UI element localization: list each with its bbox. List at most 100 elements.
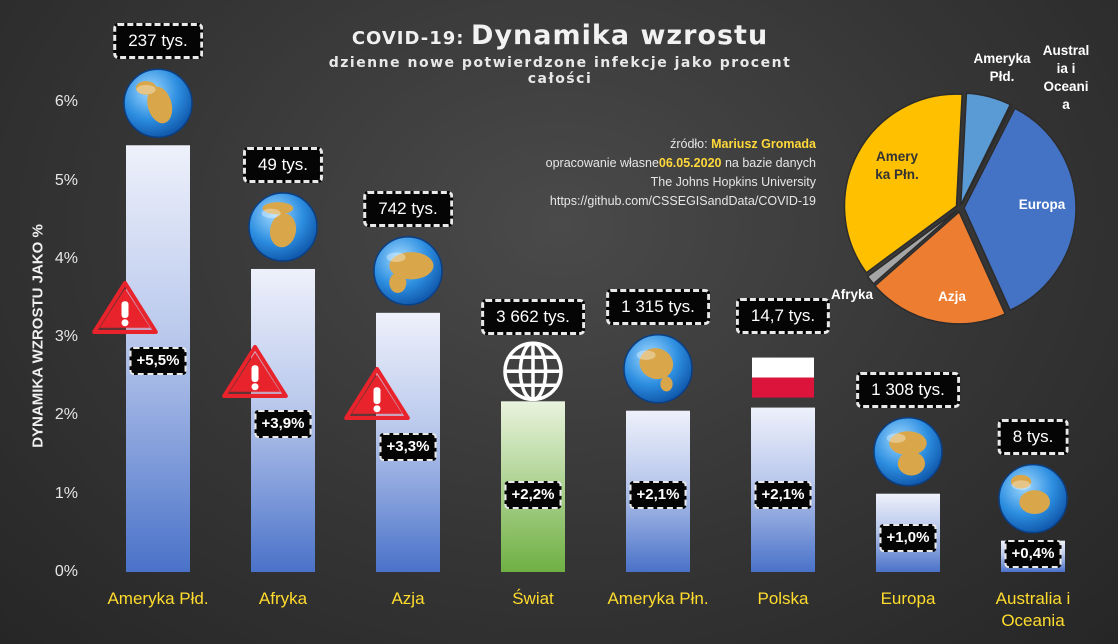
source-note: źródło: Mariusz Gromada opracowanie włas… (546, 135, 816, 211)
pie-label: Ameryka Płd. (962, 50, 1042, 86)
globe-outline (873, 416, 943, 487)
value-label: +0,4% (1004, 540, 1062, 568)
chart-title: COVID-19: Dynamika wzrostu dzienne nowe … (300, 20, 820, 87)
pie-slice-2 (963, 107, 1077, 312)
y-tick-label: 6% (54, 93, 78, 111)
y-tick-label: 1% (54, 484, 78, 502)
total-cases-label: 49 tys. (242, 146, 324, 183)
pie-label-line: Azja (938, 289, 966, 304)
source-text-before: opracowanie własne (545, 156, 659, 170)
pie-label-line: a (1062, 97, 1070, 112)
value-label: +5,5% (129, 347, 187, 375)
warning-mark (373, 387, 381, 404)
globe-highlight (386, 252, 406, 262)
source-url: https://github.com/CSSEGISandData/COVID-… (549, 194, 816, 208)
pie-label: Azja (922, 288, 982, 306)
globe-land (1010, 474, 1032, 489)
pie-label-line: Oceani (1043, 79, 1089, 94)
total-cases-label: 14,7 tys. (735, 297, 831, 334)
source-date: 06.05.2020 (658, 156, 722, 170)
category-label: Europa (828, 588, 988, 610)
y-tick-label: 4% (54, 249, 78, 267)
y-tick-label: 3% (54, 328, 78, 346)
category-label: Ameryka Płd. (78, 588, 238, 610)
globe-land (389, 252, 434, 280)
chart-subtitle: dzienne nowe potwierdzone infekcje jako … (328, 55, 792, 87)
y-tick-label: 0% (54, 563, 78, 580)
globe-land (889, 431, 927, 456)
value-label: +2,2% (504, 481, 562, 509)
category-label: Azja (328, 588, 488, 610)
globe-highlight (136, 84, 156, 95)
category-label: Australia i Oceania (953, 588, 1113, 632)
globe-highlight (636, 350, 656, 360)
globe-outline (623, 333, 693, 404)
warning-dot (373, 405, 381, 413)
pie-label: Austral ia i Oceani a (1036, 42, 1096, 114)
warning-mark (121, 301, 129, 318)
globe-outline (248, 192, 318, 262)
total-cases-label: 1 308 tys. (856, 371, 960, 408)
icons-layer (92, 68, 1068, 534)
source-author: Mariusz Gromada (711, 137, 816, 151)
pie-label-line: Europa (1018, 197, 1066, 212)
category-label-line: Europa (880, 589, 936, 608)
pie-label-line: Płd. (989, 69, 1015, 84)
pie-label: Europa (1002, 196, 1082, 214)
globe-land (897, 451, 926, 476)
value-label: +3,3% (379, 433, 437, 461)
globe-land (1019, 490, 1050, 514)
y-axis-label: DYNAMIKA WZROSTU JAKO % (29, 224, 47, 448)
category-label-line: Azja (391, 589, 425, 608)
category-label-line: Ameryka Płd. (107, 589, 209, 608)
category-label-line: Ameryka Płn. (607, 589, 709, 608)
value-label: +1,0% (879, 524, 937, 552)
pie-label-line: Afryka (830, 287, 874, 302)
category-label: Świat (453, 588, 613, 610)
warning-dot (121, 319, 129, 327)
flag-red (752, 377, 814, 398)
pie-slice-4 (866, 209, 959, 285)
value-label: +2,1% (754, 481, 812, 509)
source-university: The Johns Hopkins University (650, 175, 816, 189)
pie-label-line: ia i (1056, 61, 1076, 76)
pie-label: Afryka (822, 286, 882, 304)
category-label-line: Oceania (1001, 611, 1065, 630)
pie-slice-3 (873, 210, 1007, 325)
pie-slice-1 (960, 103, 1014, 206)
pie-label-line: Ameryka (973, 51, 1031, 66)
pie-label-line: ka Płn. (875, 167, 919, 182)
source-text-after: na bazie danych (724, 156, 816, 170)
warning-dot (251, 383, 259, 391)
globe-land (660, 376, 673, 392)
globe-land (639, 348, 674, 380)
pie-label-line: Austral (1042, 43, 1090, 58)
globe-land (147, 86, 173, 124)
flag-white (752, 357, 814, 378)
globe-highlight (261, 208, 281, 219)
warning-mark (251, 365, 259, 382)
category-label: Afryka (203, 588, 363, 610)
value-label: +3,9% (254, 410, 312, 438)
total-cases-label: 3 662 tys. (481, 299, 585, 336)
category-label-line: Afryka (258, 589, 308, 608)
pie-label-line: Amery (875, 149, 919, 164)
value-label: +2,1% (629, 481, 687, 509)
title-main: Dynamika wzrostu (471, 20, 769, 51)
globe-highlight (886, 433, 906, 443)
total-cases-label: 1 315 tys. (606, 288, 710, 325)
category-label-line: Australia i (995, 589, 1071, 608)
total-cases-label: 8 tys. (997, 418, 1069, 455)
globe-land (389, 272, 407, 293)
category-label-line: Świat (512, 589, 554, 608)
y-tick-label: 2% (54, 406, 78, 424)
globe-outline (123, 68, 193, 139)
total-cases-label: 237 tys. (113, 23, 203, 60)
pie-slice-5 (843, 93, 963, 274)
total-cases-label: 742 tys. (363, 190, 453, 227)
pie-label: Amery ka Płn. (862, 148, 932, 184)
y-tick-label: 5% (54, 171, 78, 189)
pie-chart (843, 92, 1077, 325)
title-prefix: COVID-19: (351, 28, 465, 49)
globe-land (262, 202, 294, 215)
